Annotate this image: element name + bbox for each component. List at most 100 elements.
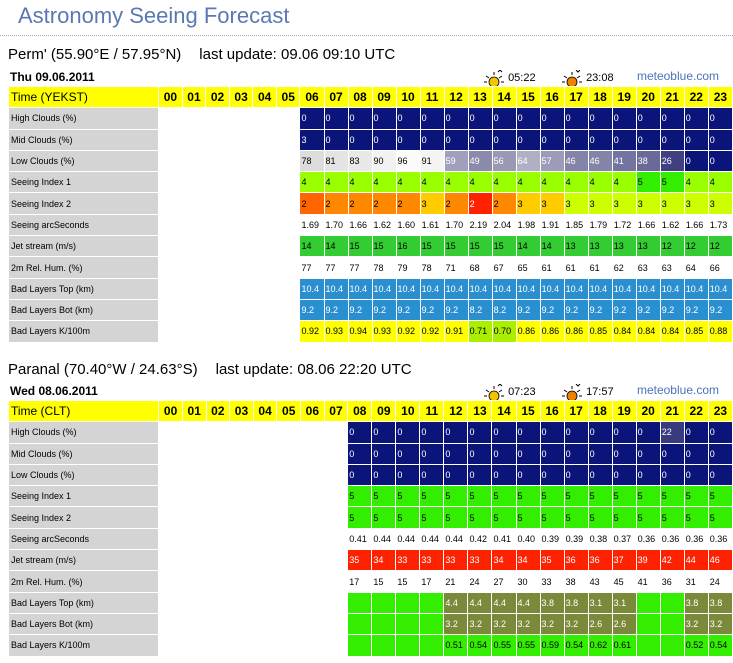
hour-label: 10 <box>396 401 420 422</box>
empty-cell <box>159 613 348 635</box>
forecast-cell: 4 <box>708 172 732 193</box>
forecast-cell: 0 <box>420 422 444 443</box>
forecast-cell: 0 <box>420 108 444 129</box>
forecast-cell: 14 <box>300 236 324 257</box>
forecast-cell: 33 <box>396 550 420 571</box>
forecast-cell: 5 <box>396 507 420 528</box>
empty-cell <box>159 422 348 443</box>
forecast-cell: 33 <box>540 571 564 592</box>
forecast-cell: 67 <box>492 257 516 278</box>
forecast-cell: 9.2 <box>588 299 612 321</box>
forecast-cell: 30 <box>516 571 540 592</box>
forecast-cell: 0 <box>612 108 636 129</box>
hour-label: 12 <box>444 87 468 108</box>
hour-label: 14 <box>492 87 516 108</box>
forecast-cell: 0 <box>300 108 324 129</box>
sunrise-time: 05:22 <box>508 71 536 84</box>
hour-label: 04 <box>253 401 277 422</box>
row-label: High Clouds (%) <box>9 108 159 129</box>
forecast-cell: 0 <box>492 422 516 443</box>
forecast-cell: 12 <box>708 236 732 257</box>
forecast-cell: 46 <box>564 150 588 172</box>
hour-label: 01 <box>182 401 206 422</box>
forecast-cell: 10.4 <box>372 278 396 299</box>
forecast-cell: 0.85 <box>684 321 708 342</box>
row-label: 2m Rel. Hum. (%) <box>9 571 159 592</box>
forecast-cell: 2.6 <box>612 613 636 635</box>
forecast-cell <box>660 592 684 613</box>
time-header-row: Time (CLT) 00 01 02 03 04 05 06 07 08 09 10 11 12 13 14… <box>9 401 732 422</box>
forecast-cell: 0.39 <box>564 528 588 550</box>
forecast-cell: 1.66 <box>684 214 708 236</box>
empty-cell <box>159 635 348 656</box>
hour-label: 01 <box>182 87 206 108</box>
forecast-cell: 0.36 <box>708 528 732 550</box>
forecast-cell <box>420 635 444 656</box>
site-location-paranal: Paranal (70.40°W / 24.63°S) last update: … <box>8 361 412 378</box>
forecast-cell: 4 <box>300 172 324 193</box>
forecast-cell: 1.85 <box>564 214 588 236</box>
forecast-cell: 0 <box>708 150 732 172</box>
forecast-cell: 0.36 <box>660 528 684 550</box>
row-label: Low Clouds (%) <box>9 464 159 486</box>
forecast-cell: 24 <box>468 571 492 592</box>
forecast-cell: 0 <box>708 129 732 150</box>
forecast-cell: 0 <box>660 443 684 464</box>
forecast-cell: 4 <box>516 172 540 193</box>
sunrise-info: 05:22 <box>483 69 536 88</box>
forecast-cell: 15 <box>372 236 396 257</box>
forecast-cell: 3.2 <box>540 613 564 635</box>
forecast-cell: 5 <box>636 507 660 528</box>
forecast-cell: 0 <box>444 443 468 464</box>
forecast-cell: 9.2 <box>300 299 324 321</box>
hour-label: 22 <box>684 87 708 108</box>
forecast-cell: 12 <box>684 236 708 257</box>
forecast-cell: 16 <box>396 236 420 257</box>
forecast-cell: 0 <box>444 422 468 443</box>
sunrise-icon <box>483 69 505 88</box>
forecast-cell: 4 <box>612 172 636 193</box>
meteoblue-link[interactable]: meteoblue.com <box>636 69 719 83</box>
forecast-cell: 0 <box>372 422 396 443</box>
forecast-cell: 4.4 <box>492 592 516 613</box>
forecast-cell: 3.8 <box>540 592 564 613</box>
forecast-cell: 3.2 <box>444 613 468 635</box>
hour-label: 16 <box>540 401 564 422</box>
forecast-cell: 0.54 <box>468 635 492 656</box>
hour-label: 13 <box>468 87 492 108</box>
forecast-cell: 5 <box>708 507 732 528</box>
empty-cell <box>159 507 348 528</box>
forecast-cell: 0 <box>516 422 540 443</box>
hour-label: 12 <box>444 401 468 422</box>
forecast-cell: 0 <box>540 129 564 150</box>
forecast-cell: 10.4 <box>612 278 636 299</box>
forecast-cell: 0.70 <box>492 321 516 342</box>
forecast-cell: 4.4 <box>444 592 468 613</box>
forecast-cell: 0.92 <box>396 321 420 342</box>
empty-cell <box>159 443 348 464</box>
hour-label: 09 <box>372 87 396 108</box>
forecast-cell: 9.2 <box>636 299 660 321</box>
forecast-cell: 9.2 <box>660 299 684 321</box>
empty-cell <box>159 257 300 278</box>
forecast-cell: 9.2 <box>612 299 636 321</box>
sunset-icon <box>561 383 583 402</box>
empty-cell <box>159 278 300 299</box>
meteoblue-link[interactable]: meteoblue.com <box>636 383 719 397</box>
forecast-cell: 0 <box>348 464 372 486</box>
forecast-cell: 45 <box>612 571 636 592</box>
forecast-cell: 10.4 <box>588 278 612 299</box>
forecast-cell: 0.85 <box>588 321 612 342</box>
time-zone-label: Time (YEKST) <box>9 87 159 108</box>
row-label: Seeing Index 1 <box>9 172 159 193</box>
forecast-cell: 5 <box>564 507 588 528</box>
forecast-cell: 33 <box>420 550 444 571</box>
empty-cell <box>159 129 300 150</box>
forecast-cell: 1.98 <box>516 214 540 236</box>
hour-label: 21 <box>660 401 684 422</box>
forecast-cell: 0 <box>564 129 588 150</box>
forecast-cell: 0.44 <box>420 528 444 550</box>
forecast-cell: 9.2 <box>540 299 564 321</box>
forecast-cell: 71 <box>444 257 468 278</box>
